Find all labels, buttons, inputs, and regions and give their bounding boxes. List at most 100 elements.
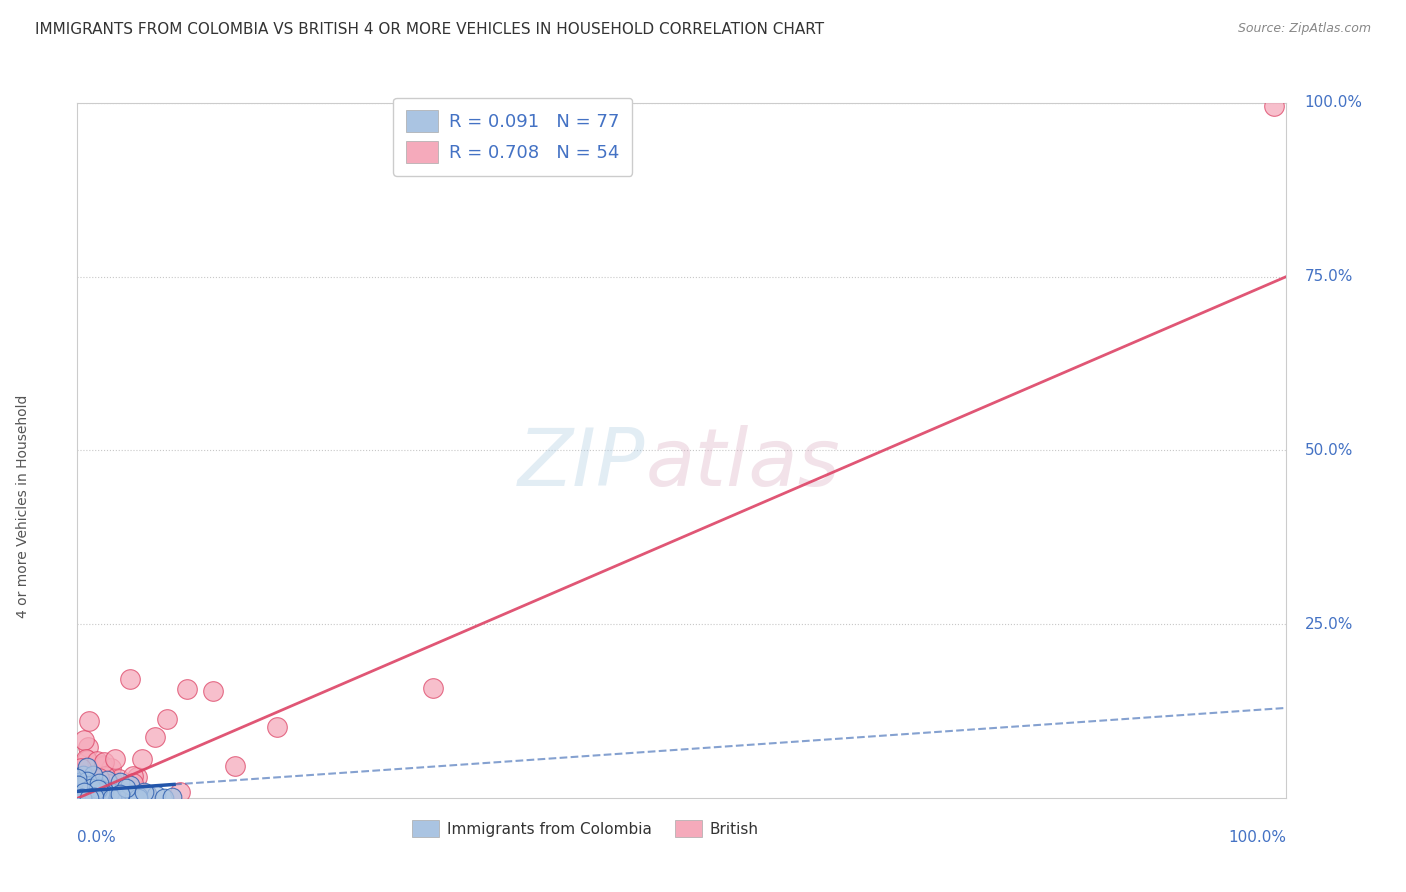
Point [69, 791, 91, 805]
Text: 100.0%: 100.0% [1305, 95, 1362, 110]
Point [72, 790, 94, 805]
Point [70, 780, 93, 794]
Point [107, 788, 129, 802]
Point [80, 787, 103, 801]
Point [72, 733, 94, 747]
Point [94, 769, 117, 783]
Point [115, 786, 138, 800]
Point [69, 791, 91, 805]
Point [86, 790, 108, 805]
Point [69, 791, 91, 805]
Point [90, 758, 112, 772]
Point [87, 782, 110, 797]
Point [75, 773, 97, 788]
Point [67, 778, 90, 792]
Point [125, 770, 148, 784]
Point [91, 791, 114, 805]
Text: 0.0%: 0.0% [77, 830, 117, 845]
Point [77, 789, 100, 804]
Point [89, 789, 111, 804]
Point [77, 714, 100, 728]
Point [108, 791, 131, 805]
Text: atlas: atlas [645, 425, 841, 503]
Point [80, 786, 103, 800]
Point [87, 772, 110, 786]
Point [77, 791, 100, 805]
Point [1263, 99, 1285, 113]
Point [121, 790, 143, 805]
Point [80, 789, 103, 804]
Point [104, 752, 127, 766]
Point [76, 789, 98, 803]
Point [69, 785, 91, 799]
Point [75, 790, 97, 805]
Text: 100.0%: 100.0% [1229, 830, 1286, 845]
Point [94, 783, 117, 797]
Point [67, 788, 90, 802]
Point [77, 786, 100, 800]
Point [73, 779, 96, 793]
Point [86, 790, 108, 805]
Text: IMMIGRANTS FROM COLOMBIA VS BRITISH 4 OR MORE VEHICLES IN HOUSEHOLD CORRELATION : IMMIGRANTS FROM COLOMBIA VS BRITISH 4 OR… [35, 22, 824, 37]
Point [82, 791, 104, 805]
Point [86, 785, 108, 799]
Point [105, 791, 128, 805]
Point [84, 789, 107, 803]
Point [66, 772, 89, 786]
Point [90, 789, 112, 804]
Point [118, 778, 141, 792]
Point [66, 778, 89, 792]
Point [156, 712, 179, 726]
Point [79, 786, 101, 800]
Point [108, 772, 131, 786]
Point [79, 779, 101, 793]
Point [110, 791, 132, 805]
Point [127, 791, 149, 805]
Point [202, 684, 225, 698]
Point [75, 787, 97, 801]
Point [121, 775, 143, 789]
Point [122, 789, 145, 804]
Point [80, 780, 103, 795]
Point [101, 773, 124, 788]
Point [79, 791, 101, 805]
Point [69, 777, 91, 791]
Point [86, 754, 108, 768]
Point [135, 787, 157, 801]
Point [87, 779, 110, 793]
Point [70, 773, 93, 788]
Point [114, 781, 136, 796]
Point [89, 787, 111, 801]
Point [169, 785, 191, 799]
Point [67, 778, 90, 792]
Point [153, 790, 176, 805]
Point [77, 739, 100, 754]
Point [79, 791, 101, 805]
Point [91, 759, 114, 773]
Point [224, 759, 246, 773]
Point [110, 775, 132, 789]
Point [94, 788, 117, 802]
Text: 50.0%: 50.0% [1305, 443, 1353, 458]
Point [86, 780, 108, 795]
Point [127, 789, 149, 803]
Point [143, 730, 166, 744]
Point [131, 752, 153, 766]
Point [80, 790, 103, 805]
Legend: Immigrants from Colombia, British: Immigrants from Colombia, British [405, 814, 765, 843]
Point [75, 782, 97, 797]
Point [100, 791, 122, 805]
Point [266, 720, 288, 734]
Point [83, 791, 105, 805]
Point [135, 787, 157, 801]
Point [108, 787, 131, 801]
Point [67, 789, 90, 804]
Point [76, 779, 98, 793]
Point [77, 777, 100, 791]
Point [70, 781, 93, 796]
Point [132, 785, 155, 799]
Point [110, 788, 132, 802]
Point [75, 781, 97, 796]
Point [160, 789, 183, 804]
Point [70, 782, 93, 797]
